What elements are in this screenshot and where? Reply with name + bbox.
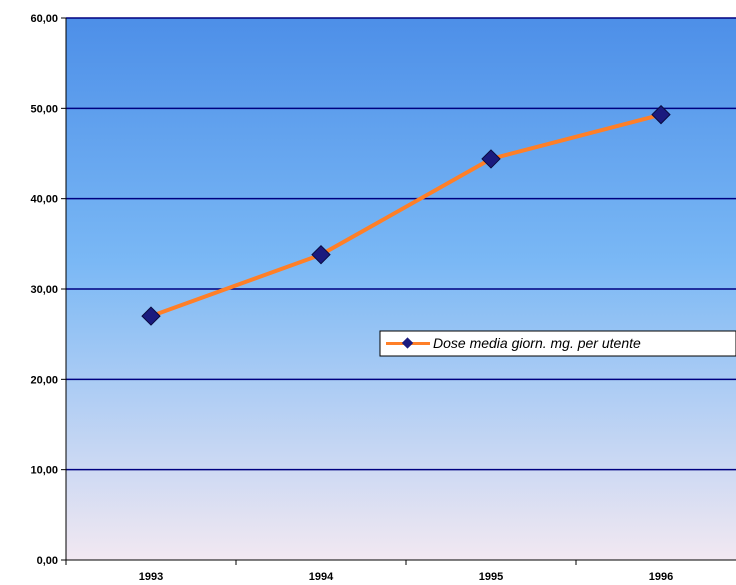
data-point-marker [651, 104, 671, 125]
y-tick-label: 10,00 [30, 465, 58, 477]
gridlines [66, 17, 736, 471]
y-tick-label: 60,00 [30, 13, 58, 25]
y-axis-tick-labels: 0,00 10,00 20,00 30,00 40,00 50,00 60,00 [30, 13, 58, 567]
series-markers [141, 104, 671, 326]
x-tick-label: 1994 [309, 571, 334, 583]
legend-box [379, 330, 736, 357]
x-axis-tick-labels: 1993 1994 1995 1996 [139, 571, 673, 583]
y-tick-label: 20,00 [30, 374, 58, 386]
data-point-marker [311, 244, 331, 265]
series-line-path [150, 112, 662, 318]
data-point-marker [481, 149, 501, 169]
y-tick-label: 30,00 [30, 284, 58, 296]
y-tick-label: 0,00 [37, 555, 58, 567]
legend: Dose media giorn. mg. per utente [379, 330, 736, 357]
y-tick-label: 40,00 [30, 194, 58, 206]
y-tick-label: 50,00 [30, 103, 58, 115]
x-tick-label: 1996 [649, 571, 673, 583]
axes [61, 17, 736, 565]
x-tick-label: 1995 [479, 571, 503, 583]
x-tick-label: 1993 [139, 571, 163, 583]
data-point-marker [141, 306, 161, 326]
series-line [150, 112, 662, 318]
legend-label: Dose media giorn. mg. per utente [433, 335, 641, 351]
legend-marker-sample [401, 337, 414, 349]
